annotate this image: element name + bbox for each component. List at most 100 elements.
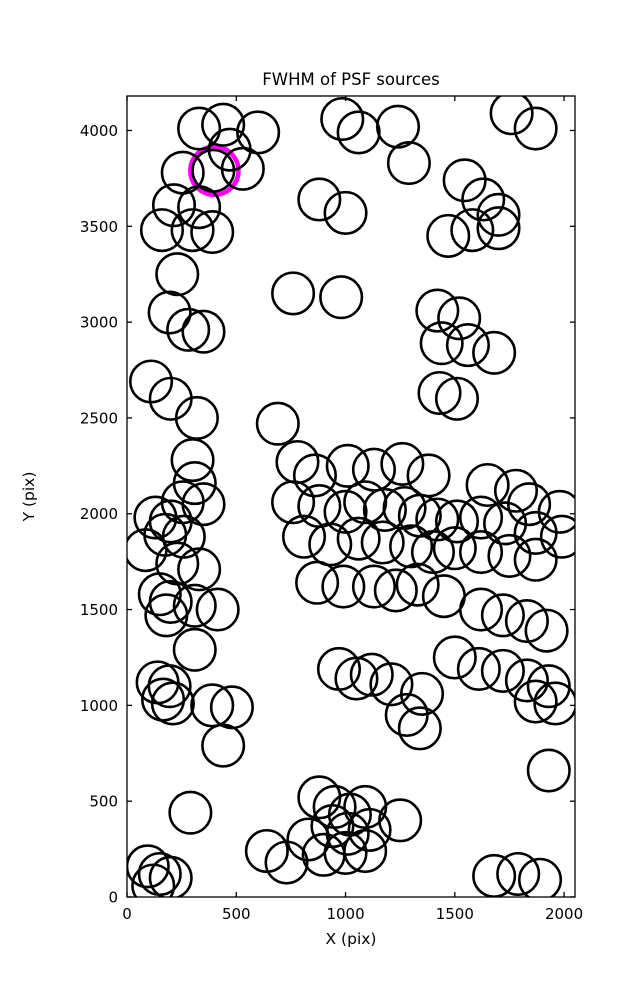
source-circle (144, 593, 189, 638)
source-circle (487, 533, 532, 578)
source-circle (347, 807, 392, 852)
source-circle (362, 487, 407, 532)
source-circle (127, 844, 170, 889)
source-circle (375, 104, 421, 149)
source-circles-layer (127, 96, 575, 897)
source-circle (308, 522, 353, 567)
source-circle (127, 528, 168, 573)
source-circle (384, 692, 429, 738)
source-circle (513, 537, 558, 582)
y-tick-label: 2500 (80, 409, 118, 427)
y-tick-label: 1500 (80, 601, 118, 619)
x-axis-label: X (pix) (326, 930, 377, 948)
source-circle (526, 748, 571, 793)
plot-frame (126, 95, 576, 898)
source-circle (320, 96, 365, 142)
source-circle (155, 252, 200, 297)
source-circle (297, 177, 342, 222)
source-circle (151, 183, 197, 228)
x-tick-label: 1500 (436, 905, 474, 923)
source-circle (480, 648, 525, 693)
source-circle (170, 208, 215, 253)
source-circle (325, 443, 370, 488)
x-tick-label: 500 (222, 905, 251, 923)
source-circle (174, 395, 219, 440)
source-circle (517, 857, 563, 897)
source-circle (172, 627, 217, 672)
y-tick-label: 1000 (80, 697, 118, 715)
source-circle (489, 96, 534, 136)
source-circle (504, 658, 549, 703)
source-circle (533, 681, 575, 726)
source-circle (386, 141, 431, 186)
source-circle (513, 106, 558, 151)
source-circle (360, 520, 405, 565)
source-circle (476, 206, 521, 251)
source-circle (255, 401, 300, 446)
y-tick-label: 500 (89, 793, 118, 811)
source-circle (395, 562, 440, 607)
source-circle (297, 484, 342, 529)
source-circle (147, 290, 192, 335)
source-circle (513, 679, 558, 724)
source-circle (480, 593, 525, 638)
source-circle (472, 853, 517, 897)
y-axis-label: Y (pix) (20, 472, 38, 523)
axis-ticks-layer: 0 500 1000 1500 2000 0 500 1000 1500 2000 2500 3000… (80, 96, 583, 923)
source-circle (195, 587, 240, 632)
source-circle (419, 321, 464, 366)
source-circle (458, 495, 504, 540)
source-circle (504, 598, 549, 644)
source-circle (336, 516, 381, 561)
source-circle (496, 851, 541, 897)
source-circle (493, 468, 539, 513)
page-title: FWHM of PSF sources (262, 70, 439, 89)
source-circle (472, 330, 517, 375)
source-circle (526, 664, 571, 709)
source-circle (373, 568, 418, 613)
y-tick-label: 3000 (80, 314, 118, 332)
source-circle (297, 775, 342, 820)
source-circle (166, 307, 211, 352)
source-circle (415, 288, 460, 333)
source-circle (323, 830, 368, 875)
source-circle (539, 514, 575, 559)
source-circle (281, 514, 327, 559)
source-circle (524, 608, 569, 653)
source-circle (148, 855, 193, 897)
source-circle (177, 547, 222, 592)
source-circle (421, 574, 466, 619)
x-tick-label: 1000 (326, 905, 364, 923)
source-circle (172, 583, 217, 628)
source-circle (442, 158, 487, 203)
source-circle (220, 146, 265, 191)
source-circle (334, 656, 379, 701)
source-circle (456, 646, 501, 692)
source-circle (170, 438, 215, 483)
source-circle (458, 587, 504, 632)
source-circle (343, 828, 388, 874)
source-circle (415, 497, 460, 542)
source-circle (319, 275, 364, 320)
source-circle (434, 499, 480, 544)
source-circle (150, 681, 195, 726)
y-tick-label: 2000 (80, 505, 118, 523)
x-tick-label: 0 (122, 905, 132, 923)
source-circle (426, 213, 471, 258)
source-circle (417, 370, 462, 416)
source-circle (271, 480, 316, 525)
source-circle (264, 840, 309, 885)
source-circle (450, 208, 495, 253)
source-circle (201, 723, 246, 768)
source-circle (168, 790, 213, 835)
source-circle (445, 323, 490, 368)
source-circle (181, 309, 226, 354)
source-circle (432, 635, 477, 680)
source-circle (131, 863, 176, 897)
source-circle (139, 208, 185, 253)
source-circle (380, 441, 425, 486)
source-circle (321, 564, 366, 609)
y-tick-label: 0 (108, 889, 118, 907)
source-circle (351, 564, 397, 609)
source-circle (292, 453, 337, 498)
